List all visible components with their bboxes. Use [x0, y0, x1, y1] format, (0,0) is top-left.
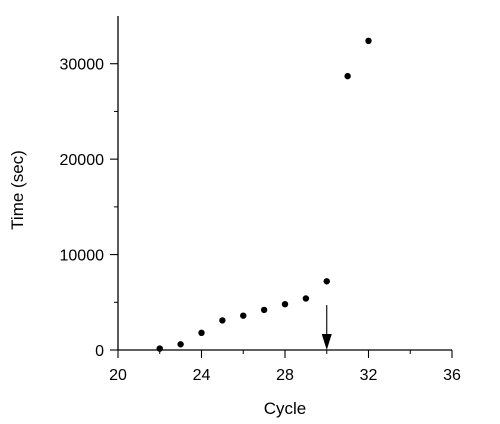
data-point: [156, 345, 163, 352]
y-tick-label: 10000: [60, 248, 105, 265]
data-point: [323, 278, 330, 285]
tick-labels: 20 24 28 32 36 0 10000 20000 30000: [60, 57, 462, 384]
axes: [117, 16, 452, 351]
data-point: [198, 329, 205, 337]
data-point: [177, 341, 184, 348]
data-point: [344, 72, 351, 80]
data-points: [156, 37, 372, 352]
y-tick-label: 20000: [60, 152, 105, 169]
annotations: [321, 305, 332, 350]
x-tick-label: 32: [360, 367, 378, 384]
x-tick-label: 24: [193, 367, 211, 384]
data-point: [260, 306, 268, 314]
data-point: [219, 317, 226, 324]
data-point: [281, 300, 289, 308]
y-tick-label: 30000: [60, 57, 105, 74]
x-axis-label: Cycle: [264, 399, 307, 418]
x-tick-label: 28: [276, 367, 294, 384]
y-axis-label: Time (sec): [8, 150, 27, 230]
arrow-head: [321, 334, 332, 350]
ticks: [110, 63, 453, 358]
data-point: [240, 312, 247, 319]
data-point: [365, 37, 372, 45]
data-point: [302, 295, 310, 302]
x-tick-label: 36: [443, 367, 461, 384]
x-tick-label: 20: [109, 367, 127, 384]
y-tick-label: 0: [95, 343, 104, 360]
